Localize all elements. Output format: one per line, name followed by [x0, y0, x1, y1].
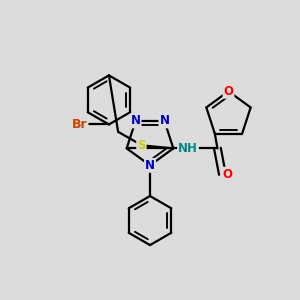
Text: N: N — [145, 159, 155, 172]
Text: Br: Br — [72, 118, 88, 131]
Text: NH: NH — [178, 142, 198, 155]
Text: O: O — [224, 85, 233, 98]
Text: O: O — [222, 168, 232, 181]
Text: N: N — [130, 114, 141, 128]
Text: S: S — [137, 139, 146, 152]
Text: N: N — [159, 114, 170, 128]
